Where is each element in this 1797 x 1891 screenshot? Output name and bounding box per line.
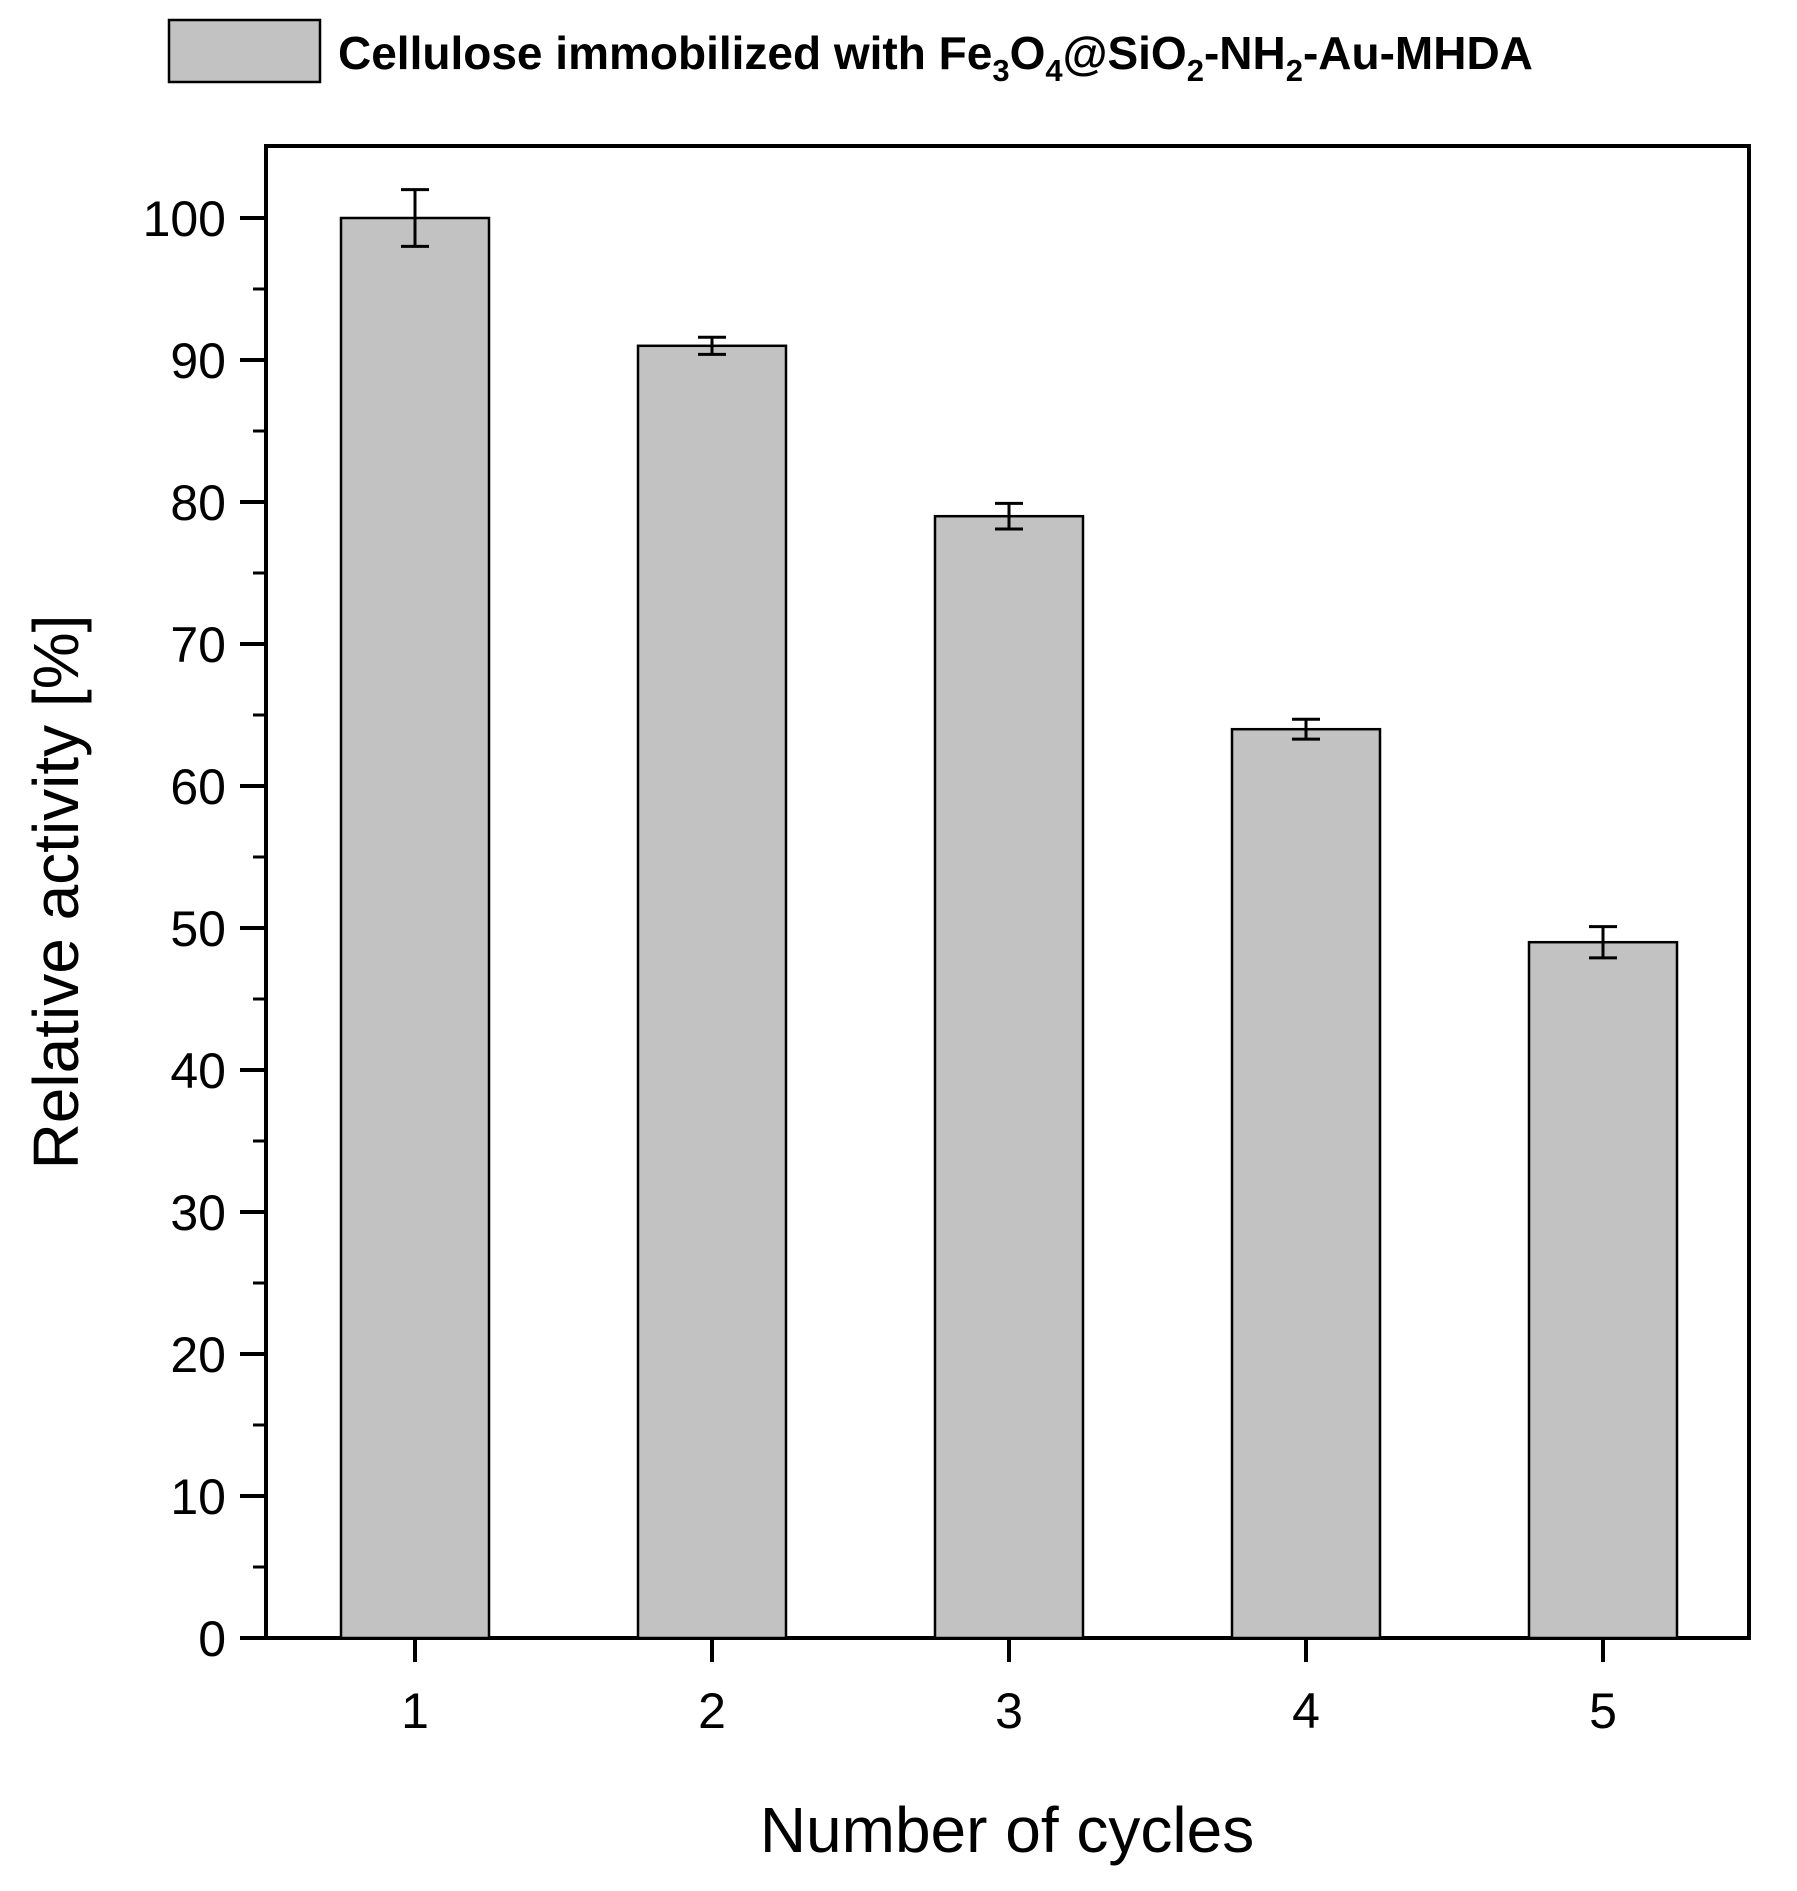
bar-cycle-5 <box>1527 940 1679 1640</box>
y-tick-label: 0 <box>198 1611 226 1667</box>
legend-label-subscript: 2 <box>1286 53 1303 88</box>
error-bar-cycle-1 <box>401 188 429 248</box>
y-tick-label: 80 <box>170 475 226 531</box>
y-tick-label: 50 <box>170 901 226 957</box>
bars <box>339 216 1679 1640</box>
y-axis: 0 10 20 30 40 50 60 70 80 90 100 <box>143 191 266 1667</box>
x-axis-label: Number of cycles <box>760 1794 1254 1866</box>
legend-label-subscript: 2 <box>1187 53 1204 88</box>
y-tick-label: 30 <box>170 1185 226 1241</box>
error-bar-cycle-5 <box>1589 925 1617 960</box>
x-tick-label: 3 <box>995 1683 1023 1739</box>
y-tick-label: 60 <box>170 759 226 815</box>
legend-swatch <box>167 18 322 84</box>
y-tick-label: 20 <box>170 1327 226 1383</box>
error-bars <box>401 188 1617 960</box>
legend-label-part: -NH <box>1204 27 1286 79</box>
x-tick-label: 1 <box>401 1683 429 1739</box>
y-tick-label: 90 <box>170 333 226 389</box>
legend-label-subscript: 3 <box>992 53 1009 88</box>
bar-cycle-2 <box>636 344 788 1640</box>
y-tick-label: 40 <box>170 1043 226 1099</box>
legend-label-part: -Au-MHDA <box>1303 27 1533 79</box>
error-bar-cycle-3 <box>995 501 1023 531</box>
x-tick-label: 5 <box>1589 1683 1617 1739</box>
y-axis-label: Relative activity [%] <box>20 615 92 1170</box>
x-tick-label: 2 <box>698 1683 726 1739</box>
error-bar-cycle-4 <box>1292 717 1320 741</box>
y-tick-label: 70 <box>170 617 226 673</box>
error-bar-cycle-2 <box>698 335 726 356</box>
legend-label: Cellulose immobilized with Fe3O4@SiO2-NH… <box>338 27 1533 88</box>
legend-label-part: Cellulose immobilized with Fe <box>338 27 992 79</box>
x-axis: 1 2 3 4 5 <box>401 1638 1617 1739</box>
bar-cycle-1 <box>339 216 491 1640</box>
y-tick-label: 10 <box>170 1469 226 1525</box>
legend-label-part: @SiO <box>1063 27 1187 79</box>
bar-cycle-4 <box>1230 727 1382 1640</box>
legend-label-part: O <box>1010 27 1046 79</box>
bar-cycle-3 <box>933 514 1085 1640</box>
legend: Cellulose immobilized with Fe3O4@SiO2-NH… <box>167 18 1533 88</box>
legend-label-subscript: 4 <box>1045 53 1063 88</box>
y-tick-label: 100 <box>143 191 226 247</box>
x-tick-label: 4 <box>1292 1683 1320 1739</box>
